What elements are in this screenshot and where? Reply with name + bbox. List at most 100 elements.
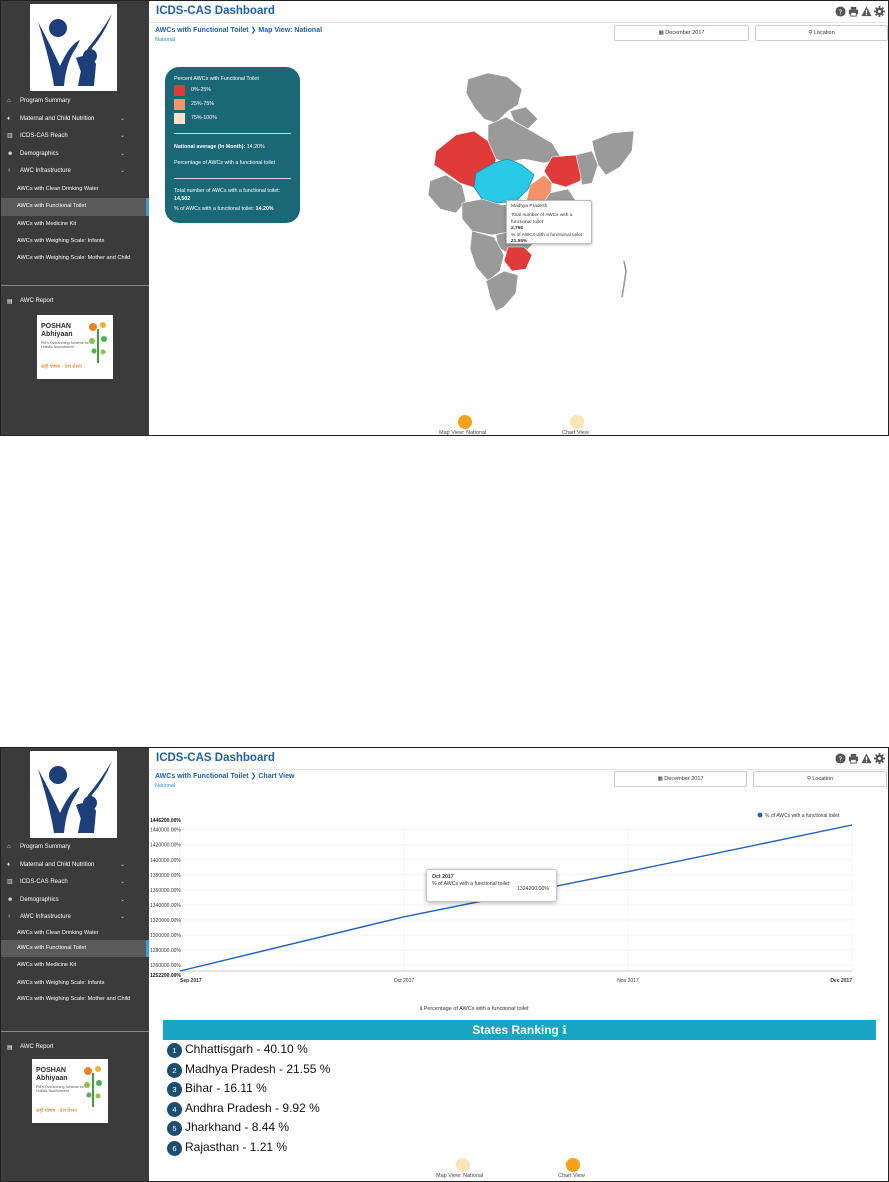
chart-caption: ℹ Percentage of AWCs with a functional t… bbox=[420, 1006, 529, 1012]
chart-view-dot-label[interactable]: Chart View bbox=[562, 430, 589, 436]
sidebar-item-label: AWC Infrastructure bbox=[20, 914, 71, 920]
tooltip-total-value: 2,766 bbox=[511, 226, 524, 232]
map-view-dot-label[interactable]: Map View: National bbox=[439, 430, 487, 436]
sidebar-subitem-functional-toilet[interactable]: AWCs with Functional Toilet bbox=[1, 198, 149, 216]
sidebar-subitem-clean-water[interactable]: AWCs with Clean Drinking Water bbox=[17, 929, 99, 936]
sidebar-subitem-medicine-kit[interactable]: AWCs with Medicine Kit bbox=[17, 962, 77, 968]
sidebar-item-label: Program Summary bbox=[20, 98, 71, 104]
legend-total-label: Total number of AWCs with a functional t… bbox=[174, 188, 281, 194]
chart-legend[interactable]: % of AWCs with a functional toilet bbox=[757, 812, 840, 819]
chart-tooltip-value: 1324200.00% bbox=[517, 886, 550, 892]
sidebar-subitem-weighing-infants[interactable]: AWCs with Weighing Scale: Infants bbox=[17, 979, 105, 986]
sidebar-item-maternal-child-nutrition[interactable]: ♦ Maternal and Child Nutrition ⌄ bbox=[1, 111, 149, 129]
chevron-down-icon: ⌄ bbox=[120, 133, 126, 139]
sidebar-item-awc-report[interactable]: ▤ AWC Report bbox=[1, 1044, 149, 1051]
sidebar-item-icds-cas-reach[interactable]: ▥ ICDS-CAS Reach ⌄ bbox=[1, 874, 149, 892]
home-icon: ⌂ bbox=[7, 98, 11, 104]
legend-divider bbox=[174, 133, 291, 134]
y-tick-label: 1340000.00% bbox=[150, 903, 181, 909]
icds-logo bbox=[30, 4, 117, 91]
print-icon[interactable] bbox=[848, 753, 859, 764]
x-tick-label: Nov 2017 bbox=[617, 978, 639, 984]
map-region-west-bengal[interactable] bbox=[575, 150, 599, 186]
print-icon[interactable] bbox=[848, 6, 859, 17]
sidebar-item-program-summary[interactable]: ⌂ Program Summary bbox=[1, 93, 149, 111]
breadcrumb-main[interactable]: AWCs with Functional Toilet bbox=[155, 27, 249, 34]
chevron-right-icon: ❯ bbox=[250, 773, 257, 780]
y-max-label: 1446200.00% bbox=[150, 818, 181, 824]
date-filter-button[interactable]: ▦ December 2017 bbox=[614, 771, 747, 787]
breadcrumb-view: Map View: National bbox=[258, 27, 323, 34]
breadcrumb-location[interactable]: National bbox=[155, 37, 176, 43]
chevron-down-icon: ⌄ bbox=[120, 879, 126, 885]
legend-title: Percent AWCs with Functional Toilet bbox=[174, 76, 259, 82]
poshan-title: POSHAN Abhiyaan bbox=[41, 323, 73, 339]
chart-view-dot[interactable] bbox=[566, 1158, 580, 1172]
sidebar-subitem-weighing-mother-child[interactable]: AWCs with Weighing Scale: Mother and Chi… bbox=[17, 996, 131, 1002]
location-filter-button[interactable]: ⚲ Location bbox=[753, 771, 887, 787]
ranking-item: 6 Rajasthan - 1.21 % bbox=[163, 1138, 876, 1158]
map-region-tamil-nadu[interactable] bbox=[485, 270, 519, 312]
ranking-item: 4 Andhra Pradesh - 9.92 % bbox=[163, 1099, 876, 1119]
map-legend-card: Percent AWCs with Functional Toilet 0%-2… bbox=[165, 67, 300, 223]
warning-icon[interactable] bbox=[861, 6, 872, 17]
warning-icon[interactable] bbox=[861, 753, 872, 764]
map-region-north[interactable] bbox=[465, 72, 523, 124]
sidebar-item-demographics[interactable]: ☻ Demographics ⌄ bbox=[1, 892, 149, 910]
sidebar-item-awc-report[interactable]: ▤ AWC Report bbox=[1, 298, 149, 305]
states-ranking-title: States Ranking bbox=[472, 1023, 559, 1037]
map-region-uttarakhand[interactable] bbox=[509, 106, 539, 130]
info-icon[interactable]: ℹ bbox=[562, 1023, 567, 1037]
poshan-abhiyaan-logo: POSHAN Abhiyaan PM's Overarching Scheme f… bbox=[37, 315, 113, 379]
help-icon[interactable]: ? bbox=[835, 6, 846, 17]
sidebar-subitem-weighing-mother-child[interactable]: AWCs with Weighing Scale: Mother and Chi… bbox=[17, 254, 131, 261]
y-tick-label: 1320000.00% bbox=[150, 918, 181, 924]
sidebar-item-label: Demographics bbox=[20, 896, 59, 903]
sidebar-item-awc-infrastructure[interactable]: ♀ AWC Infrastructure ⌄ bbox=[1, 909, 149, 927]
map-region-andaman-islands[interactable] bbox=[621, 260, 627, 298]
map-region-northeast[interactable] bbox=[591, 130, 635, 176]
sidebar-item-label: AWC Report bbox=[20, 1044, 54, 1050]
chart-tooltip: Oct 2017 % of AWCs with a functional toi… bbox=[426, 869, 557, 902]
date-filter-label: December 2017 bbox=[664, 776, 704, 782]
sidebar-subitem-weighing-infants[interactable]: AWCs with Weighing Scale: Infants bbox=[17, 238, 105, 244]
date-filter-button[interactable]: ▦ December 2017 bbox=[614, 25, 749, 41]
legend-label: % of AWCs with a functional toilet bbox=[765, 813, 840, 819]
map-view-dot-label[interactable]: Map View: National bbox=[436, 1173, 484, 1179]
breadcrumb-location[interactable]: National bbox=[155, 783, 176, 789]
sidebar: ⌂ Program Summary ♦ Maternal and Child Nut… bbox=[1, 748, 149, 1181]
chart-view-dot[interactable] bbox=[570, 415, 584, 429]
states-ranking-header: States Ranking ℹ bbox=[163, 1020, 876, 1040]
india-map[interactable] bbox=[426, 71, 636, 321]
sidebar-subitem-medicine-kit[interactable]: AWCs with Medicine Kit bbox=[17, 220, 77, 227]
map-region-karnataka[interactable] bbox=[469, 230, 505, 282]
info-icon: ℹ bbox=[420, 1006, 423, 1012]
x-tick-label: Oct 2017 bbox=[394, 978, 415, 984]
ranking-item: 3 Bihar - 16.11 % bbox=[163, 1079, 876, 1099]
legend-metric-text: Percentage of AWCs with a functional toi… bbox=[174, 160, 276, 166]
sidebar-item-demographics[interactable]: ☻ Demographics ⌄ bbox=[1, 146, 149, 164]
breadcrumb-main[interactable]: AWCs with Functional Toilet bbox=[155, 773, 249, 780]
sidebar-subitem-clean-water[interactable]: AWCs with Clean Drinking Water bbox=[17, 185, 99, 192]
sidebar-item-awc-infrastructure[interactable]: ♀ AWC Infrastructure ⌄ bbox=[1, 163, 149, 181]
sidebar-item-program-summary[interactable]: ⌂ Program Summary bbox=[1, 839, 149, 857]
map-region-madhya-pradesh[interactable] bbox=[473, 158, 535, 204]
map-view-dot[interactable] bbox=[458, 415, 472, 429]
calendar-icon: ▦ bbox=[657, 776, 663, 782]
tooltip-total-label: Total number of AWCs with a functional t… bbox=[511, 213, 573, 225]
location-filter-button[interactable]: ⚲ Location bbox=[755, 25, 888, 41]
map-region-gujarat[interactable] bbox=[427, 174, 467, 214]
help-icon[interactable]: ? bbox=[835, 753, 846, 764]
map-view-dot[interactable] bbox=[456, 1158, 470, 1172]
gear-icon[interactable] bbox=[874, 6, 885, 17]
chart-view-dot-label[interactable]: Chart View bbox=[558, 1173, 585, 1179]
rank-state-label: Andhra Pradesh - 9.92 % bbox=[185, 1100, 320, 1115]
sidebar-subitem-functional-toilet[interactable]: AWCs with Functional Toilet bbox=[1, 939, 149, 957]
gear-icon[interactable] bbox=[874, 753, 885, 764]
sidebar-item-icds-cas-reach[interactable]: ▥ ICDS-CAS Reach ⌄ bbox=[1, 128, 149, 146]
map-region-andhra-pradesh[interactable] bbox=[503, 246, 533, 272]
sidebar-item-maternal-child-nutrition[interactable]: ♦ Maternal and Child Nutrition ⌄ bbox=[1, 857, 149, 875]
svg-text:?: ? bbox=[839, 754, 843, 763]
states-ranking-list: 1 Chhattisgarh - 40.10 % 2 Madhya Pradesh … bbox=[163, 1040, 876, 1158]
person-icon: ♦ bbox=[7, 861, 11, 868]
